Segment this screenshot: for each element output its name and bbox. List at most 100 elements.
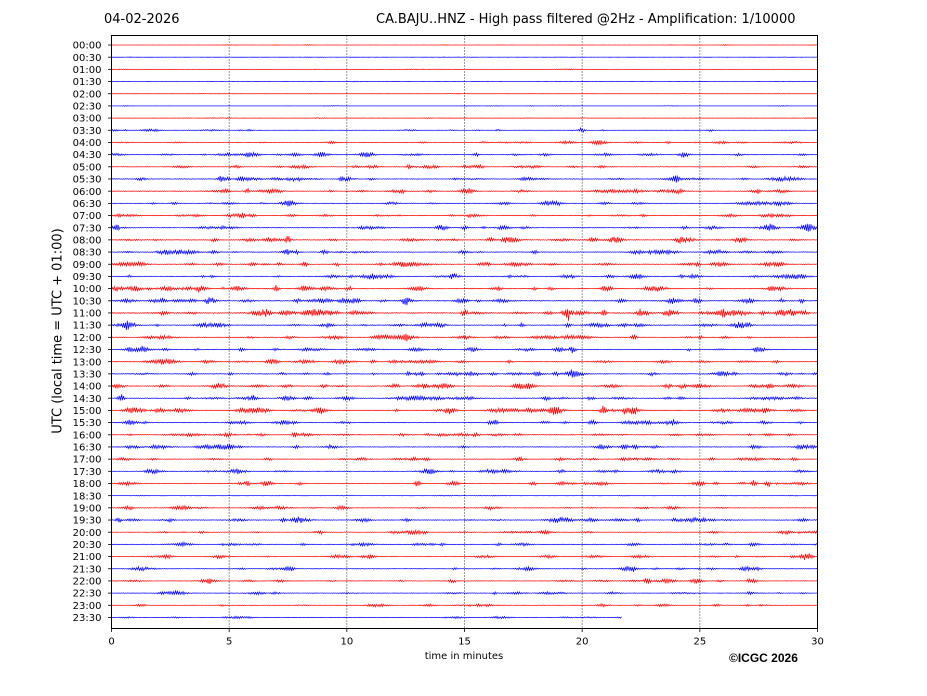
y-tick-label-0200: 02:00 <box>73 89 102 100</box>
x-axis-label: time in minutes <box>424 651 504 662</box>
x-tick-label-25: 25 <box>693 637 706 648</box>
y-tick-label-0700: 07:00 <box>73 211 102 222</box>
trace-0800 <box>111 235 818 244</box>
y-tick-label-1800: 18:00 <box>73 479 102 490</box>
y-tick-label-2200: 22:00 <box>73 577 102 588</box>
trace-1730 <box>111 467 818 475</box>
trace-0430 <box>111 151 818 159</box>
y-tick-label-1330: 13:30 <box>73 369 102 380</box>
trace-0830 <box>111 248 818 256</box>
y-tick-label-0400: 04:00 <box>73 138 102 149</box>
y-tick-label-1000: 10:00 <box>73 284 102 295</box>
y-tick-label-1200: 12:00 <box>73 333 102 344</box>
y-tick-label-0900: 09:00 <box>73 260 102 271</box>
x-tick-label-5: 5 <box>226 637 232 648</box>
y-tick-label-1530: 15:30 <box>73 418 102 429</box>
y-tick-label-0230: 02:30 <box>73 102 102 113</box>
y-tick-label-2330: 23:30 <box>73 613 102 624</box>
y-tick-label-0800: 08:00 <box>73 235 102 246</box>
y-tick-label-0930: 09:30 <box>73 272 102 283</box>
trace-1830 <box>111 494 818 497</box>
y-tick-label-2130: 21:30 <box>73 564 102 575</box>
trace-1130 <box>111 320 818 330</box>
y-tick-label-0530: 05:30 <box>73 175 102 186</box>
trace-0730 <box>111 223 818 232</box>
trace-0530 <box>111 175 818 183</box>
trace-0030 <box>111 56 818 58</box>
y-tick-label-1830: 18:30 <box>73 491 102 502</box>
trace-1630 <box>111 443 818 451</box>
trace-0000 <box>111 44 818 46</box>
y-tick-label-1400: 14:00 <box>73 382 102 393</box>
y-tick-label-0630: 06:30 <box>73 199 102 210</box>
y-tick-label-0300: 03:00 <box>73 114 102 125</box>
x-tick-label-10: 10 <box>340 637 353 648</box>
trace-1800 <box>111 480 818 487</box>
trace-0300 <box>111 117 818 119</box>
trace-2200 <box>111 577 818 585</box>
trace-1100 <box>111 308 818 321</box>
y-tick-label-0600: 06:00 <box>73 187 102 198</box>
y-tick-label-2030: 20:30 <box>73 540 102 551</box>
y-tick-label-0730: 07:30 <box>73 223 102 234</box>
trace-2030 <box>111 540 818 548</box>
x-tick-label-0: 0 <box>108 637 114 648</box>
trace-1230 <box>111 345 818 354</box>
y-tick-label-0130: 01:30 <box>73 77 102 88</box>
trace-0200 <box>111 92 818 95</box>
trace-1300 <box>111 357 818 366</box>
trace-0330 <box>111 126 818 134</box>
trace-0400 <box>111 140 818 146</box>
y-tick-label-1100: 11:00 <box>73 309 102 320</box>
y-tick-label-0330: 03:30 <box>73 126 102 137</box>
y-tick-label-1230: 12:30 <box>73 345 102 356</box>
traces-layer <box>111 44 818 620</box>
x-tick-label-20: 20 <box>576 637 589 648</box>
x-tick-label-15: 15 <box>458 637 471 648</box>
trace-2100 <box>111 553 818 560</box>
trace-0600 <box>111 187 818 196</box>
y-tick-label-0030: 00:30 <box>73 53 102 64</box>
trace-1600 <box>111 431 818 438</box>
trace-0630 <box>111 199 818 207</box>
date-label: 04-02-2026 <box>104 12 180 27</box>
trace-2130 <box>111 565 818 573</box>
y-tick-label-0000: 00:00 <box>73 41 102 52</box>
trace-0100 <box>111 68 818 71</box>
trace-1930 <box>111 516 818 524</box>
trace-2300 <box>111 602 818 608</box>
y-tick-label-0500: 05:00 <box>73 162 102 173</box>
y-tick-label-1900: 19:00 <box>73 503 102 514</box>
trace-2230 <box>111 589 818 596</box>
chart-title: CA.BAJU..HNZ - High pass filtered @2Hz -… <box>376 12 796 27</box>
trace-0500 <box>111 163 818 170</box>
trace-0130 <box>111 80 818 83</box>
trace-1200 <box>111 333 818 342</box>
y-tick-label-0830: 08:30 <box>73 248 102 259</box>
y-tick-label-1600: 16:00 <box>73 430 102 441</box>
trace-1500 <box>111 405 818 415</box>
y-tick-label-0100: 01:00 <box>73 65 102 76</box>
y-tick-label-1700: 17:00 <box>73 455 102 466</box>
y-tick-label-1730: 17:30 <box>73 467 102 478</box>
trace-1900 <box>111 504 818 511</box>
copyright-label: ©ICGC 2026 <box>729 651 798 665</box>
y-tick-label-2230: 22:30 <box>73 589 102 600</box>
grid-layer <box>228 35 701 629</box>
trace-0930 <box>111 272 818 280</box>
trace-1330 <box>111 369 818 378</box>
y-tick-label-1300: 13:00 <box>73 357 102 368</box>
x-tick-label-30: 30 <box>811 637 824 648</box>
y-tick-label-2300: 23:00 <box>73 601 102 612</box>
y-tick-label-1630: 16:30 <box>73 443 102 454</box>
trace-0900 <box>111 260 818 268</box>
y-tick-label-1130: 11:30 <box>73 321 102 332</box>
trace-2000 <box>111 529 818 536</box>
trace-1430 <box>111 394 818 402</box>
y-tick-label-2100: 21:00 <box>73 552 102 563</box>
trace-1530 <box>111 419 818 426</box>
y-tick-label-1500: 15:00 <box>73 406 102 417</box>
trace-1030 <box>111 297 818 306</box>
